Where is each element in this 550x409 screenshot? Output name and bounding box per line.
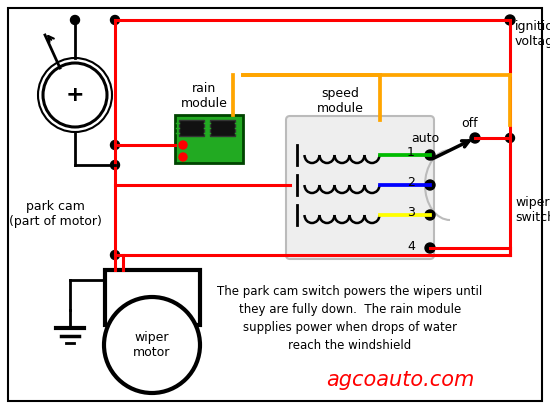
Bar [210,120,235,136]
FancyBboxPatch shape [286,116,434,259]
Text: ignition
voltage: ignition voltage [515,20,550,48]
Text: rain
module: rain module [180,82,228,110]
Circle shape [425,150,435,160]
Circle shape [505,15,515,25]
Circle shape [43,63,107,127]
Circle shape [111,250,119,259]
Circle shape [111,141,119,150]
Text: 2: 2 [407,177,415,189]
Circle shape [179,153,187,161]
Bar [175,115,243,163]
Text: 1: 1 [407,146,415,160]
Text: +: + [65,85,84,105]
Text: park cam
(part of motor): park cam (part of motor) [9,200,101,228]
Text: The park cam switch powers the wipers until
they are fully down.  The rain modul: The park cam switch powers the wipers un… [217,285,483,352]
Text: wiper
switch: wiper switch [515,196,550,224]
Text: 3: 3 [407,207,415,220]
Circle shape [111,160,119,169]
Text: speed
module: speed module [317,87,364,115]
Circle shape [70,16,80,25]
Bar [179,120,204,136]
Circle shape [104,297,200,393]
Bar [105,270,200,325]
Circle shape [470,133,480,143]
Circle shape [179,141,187,149]
Text: off: off [461,117,478,130]
Text: 4: 4 [407,240,415,252]
Text: agcoauto.com: agcoauto.com [326,370,474,390]
Circle shape [425,210,435,220]
Circle shape [505,133,514,142]
Circle shape [425,180,435,190]
Circle shape [425,243,435,253]
Text: wiper
motor: wiper motor [133,331,170,359]
Circle shape [111,16,119,25]
Text: auto: auto [411,132,439,145]
